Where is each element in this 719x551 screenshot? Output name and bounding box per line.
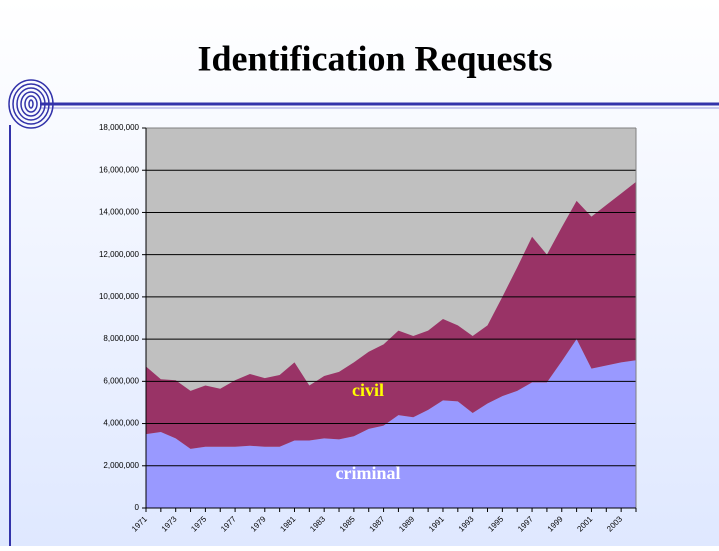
y-tick-label: 0 [135, 503, 140, 512]
y-tick-label: 14,000,000 [99, 208, 140, 217]
series-label: civil [352, 380, 384, 400]
y-tick-label: 16,000,000 [99, 165, 140, 174]
slide-title: Identification Requests [197, 38, 552, 78]
y-tick-label: 8,000,000 [103, 334, 139, 343]
y-tick-label: 4,000,000 [103, 419, 139, 428]
y-tick-label: 18,000,000 [99, 123, 140, 132]
page: Identification Requests 0 2,000,000 4,000,… [0, 0, 719, 546]
y-tick-label: 10,000,000 [99, 292, 140, 301]
chart: 0 2,000,000 4,000,000 6,000,000 8,000,000 10,… [99, 123, 636, 533]
y-tick-label: 6,000,000 [103, 376, 139, 385]
y-tick-label: 12,000,000 [99, 250, 140, 259]
series-label: criminal [336, 463, 401, 483]
slide: Identification Requests 0 2,000,000 4,000,… [0, 0, 719, 546]
y-tick-label: 2,000,000 [103, 461, 139, 470]
